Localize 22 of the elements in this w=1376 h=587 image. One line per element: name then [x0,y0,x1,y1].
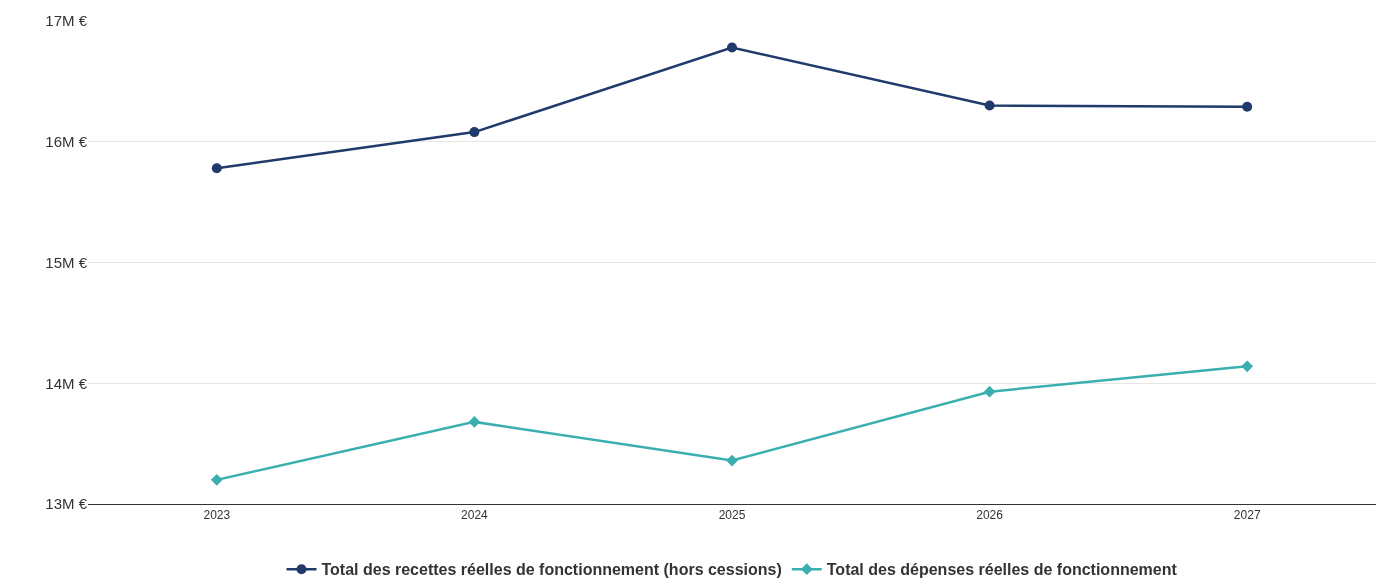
y-tick-label: 17M € [45,12,88,30]
point [1242,101,1253,112]
point [984,100,995,111]
legend-label: Total des dépenses réelles de fonctionnement [826,561,1178,579]
y-tick-label: 16M € [45,133,88,150]
y-tick-label: 15M € [45,253,88,271]
x-tick-label: 2027 [1233,508,1261,523]
point [726,454,738,467]
y-tick-label: 13M € [45,495,88,513]
point [727,42,737,53]
point [469,127,480,138]
x-tick-label: 2023 [203,508,231,523]
y-tick-label: 14M € [45,374,88,392]
point [211,163,222,174]
point [983,385,996,398]
legend-label: Total des recettes réelles de fonctionnement (hors cessions) [321,561,782,579]
point [210,474,223,486]
x-tick-label: 2024 [461,508,489,523]
x-tick-label: 2026 [976,508,1004,523]
point [1241,360,1254,373]
x-tick-label: 2025 [718,508,746,523]
point [468,416,481,428]
